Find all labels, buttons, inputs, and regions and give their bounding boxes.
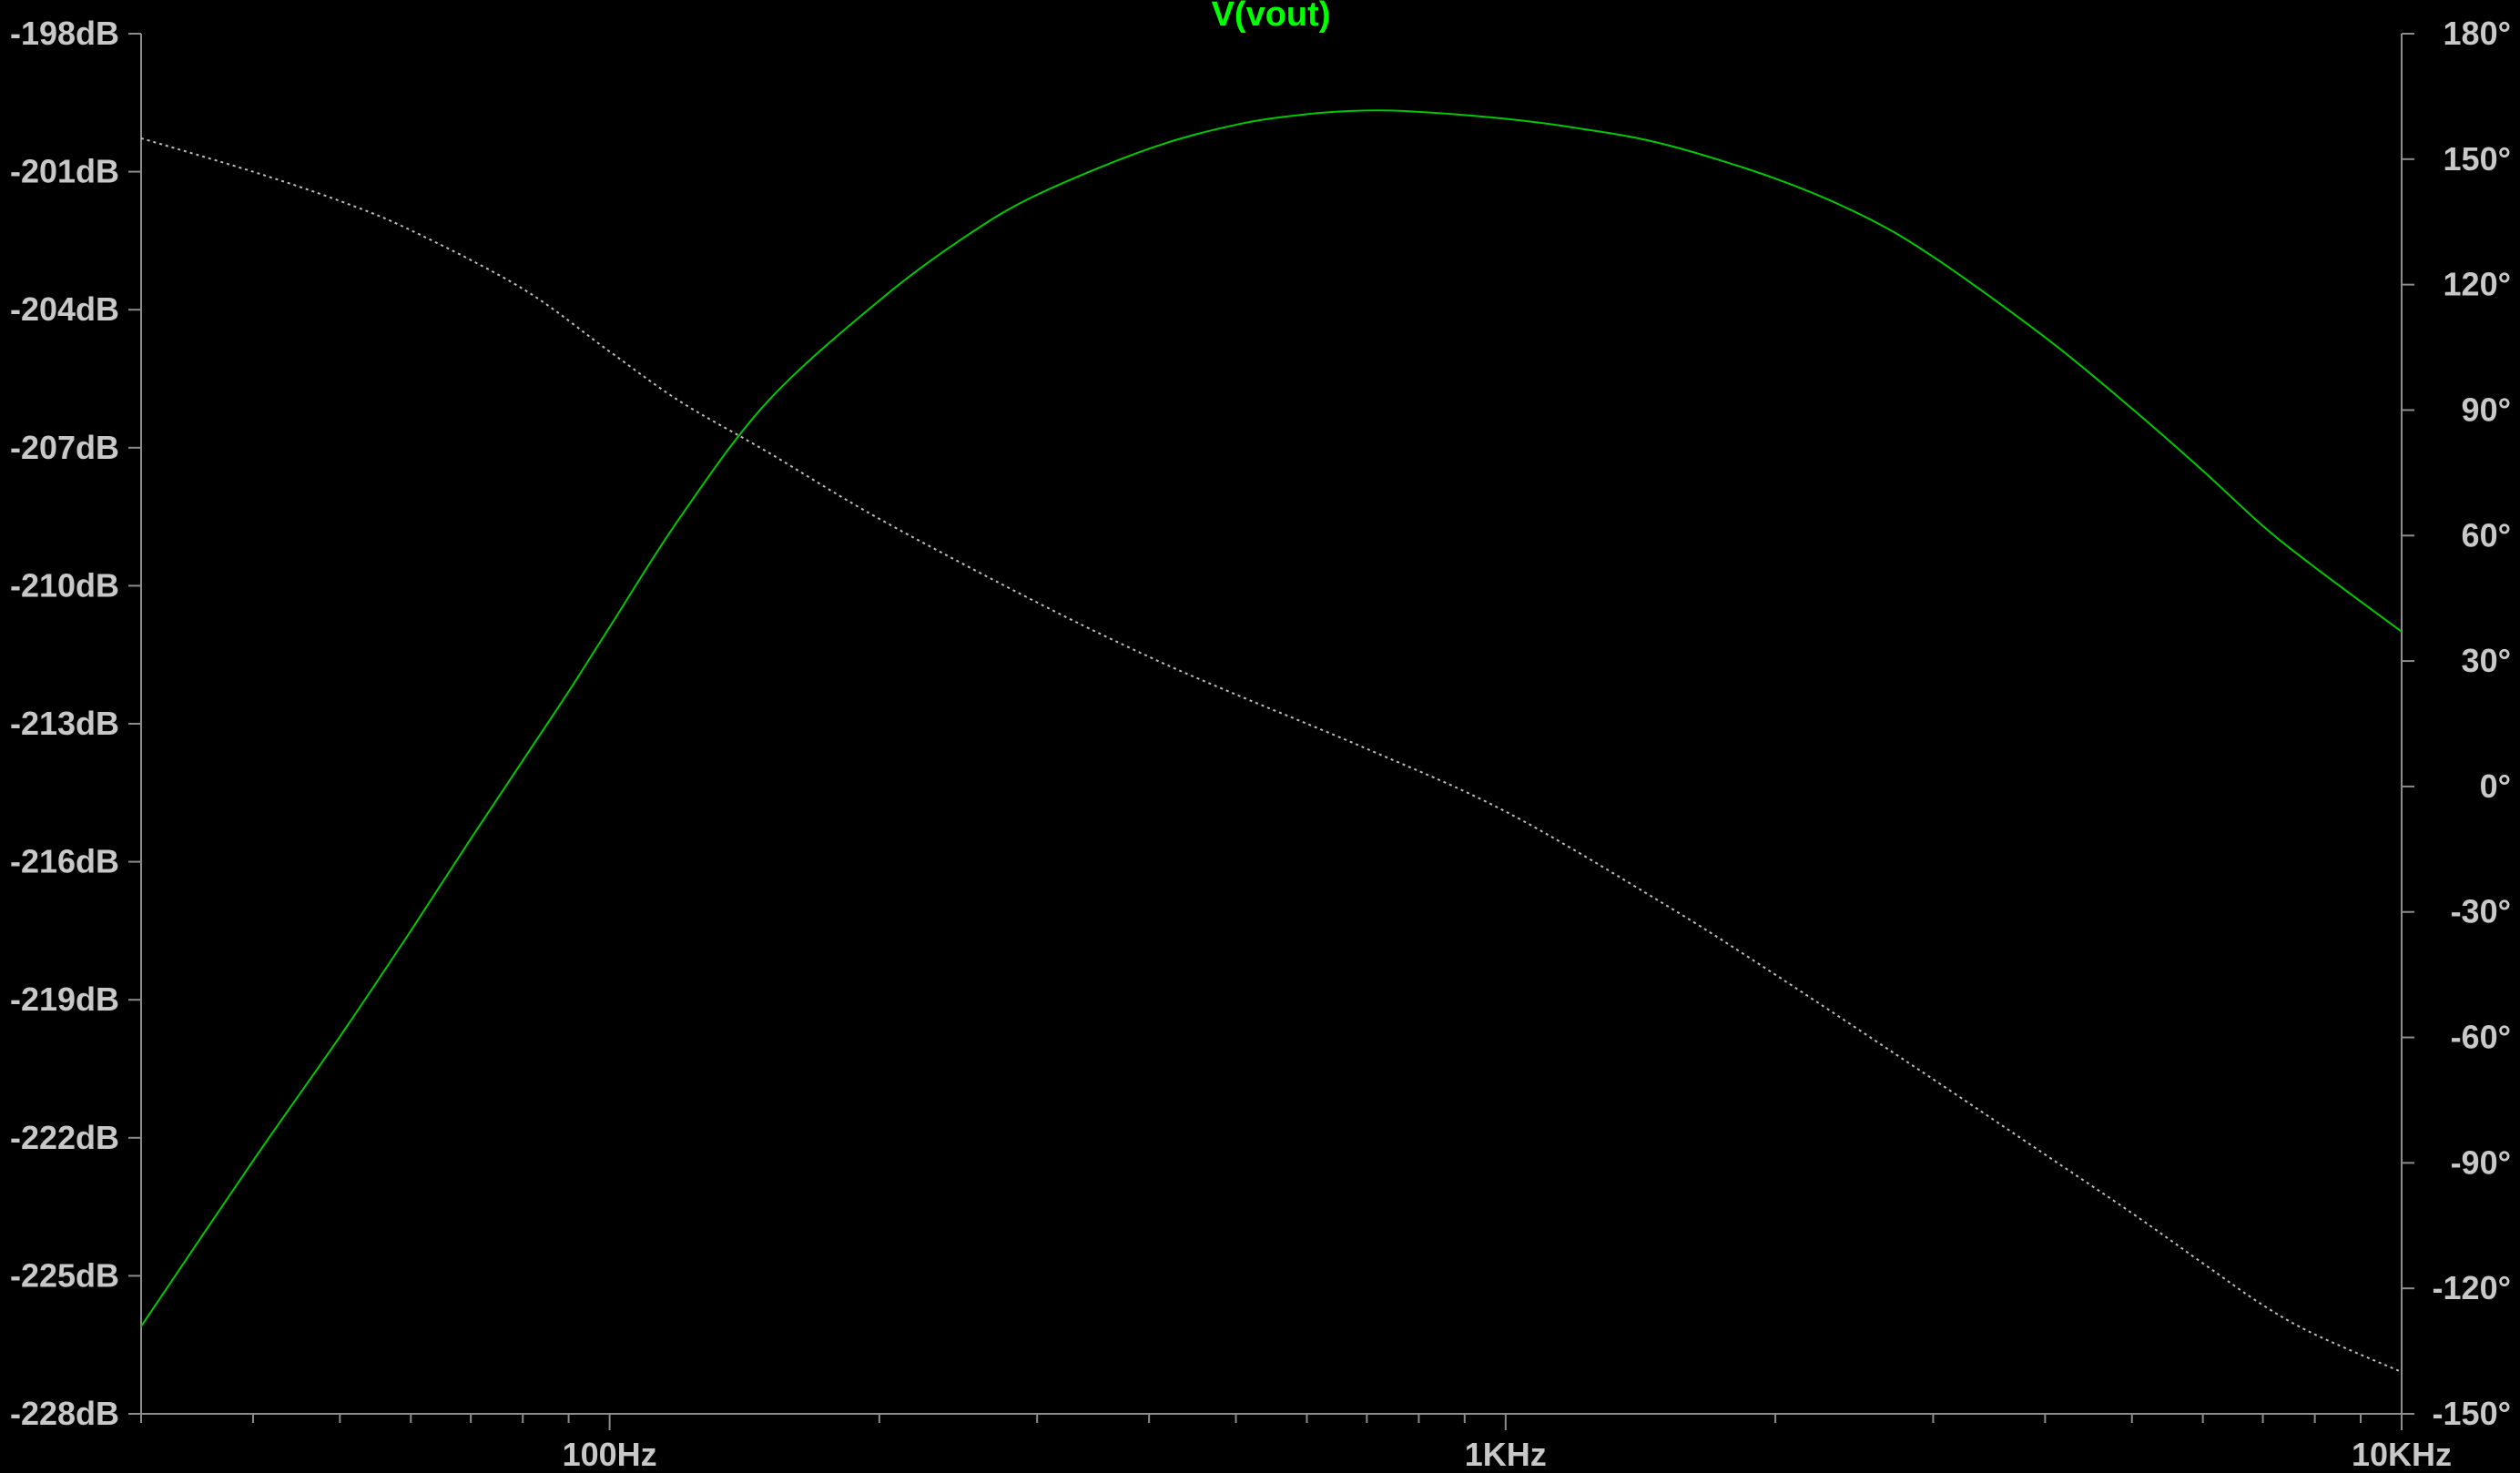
- left-tick-label: -222dB: [10, 1119, 119, 1156]
- phase-series-line: [140, 137, 2403, 1373]
- series-layer: [140, 109, 2403, 1373]
- left-tick-label: -219dB: [10, 980, 119, 1018]
- left-tick-label: -204dB: [10, 290, 119, 328]
- left-axis: -198dB -201dB -204dB -207dB -210dB -213dB -216…: [10, 15, 141, 1432]
- left-tick-label: -225dB: [10, 1256, 119, 1294]
- left-tick-label: -216dB: [10, 843, 119, 880]
- right-tick-label: -90°: [2451, 1143, 2511, 1181]
- right-tick-label: 30°: [2462, 642, 2511, 679]
- left-tick-label: -201dB: [10, 153, 119, 190]
- left-tick-label: -228dB: [10, 1395, 119, 1432]
- left-tick-label: -198dB: [10, 15, 119, 52]
- right-tick-label: 90°: [2462, 391, 2511, 428]
- right-tick-label: 60°: [2462, 516, 2511, 554]
- right-tick-label: 120°: [2444, 266, 2511, 303]
- x-tick-label: 1KHz: [1465, 1436, 1547, 1473]
- left-tick-label: -213dB: [10, 705, 119, 742]
- chart-title: V(vout): [1212, 0, 1331, 34]
- right-tick-label: -150°: [2433, 1395, 2511, 1432]
- x-axis: 100Hz 1KHz 10KHz: [140, 1414, 2452, 1473]
- right-tick-label: 180°: [2444, 15, 2511, 52]
- right-tick-label: 150°: [2444, 140, 2511, 178]
- right-tick-label: -60°: [2451, 1019, 2511, 1056]
- left-tick-label: -210dB: [10, 566, 119, 604]
- x-tick-label: 100Hz: [563, 1436, 657, 1473]
- x-tick-label: 10KHz: [2352, 1436, 2452, 1473]
- right-tick-label: -30°: [2451, 893, 2511, 930]
- right-tick-label: 0°: [2480, 767, 2511, 805]
- magnitude-series-line: [140, 109, 2403, 1327]
- right-tick-label: -120°: [2433, 1269, 2511, 1306]
- left-tick-label: -207dB: [10, 429, 119, 466]
- right-axis: 180° 150° 120° 90° 60° 30° 0° -30° -60° -90° -120°…: [2402, 15, 2511, 1432]
